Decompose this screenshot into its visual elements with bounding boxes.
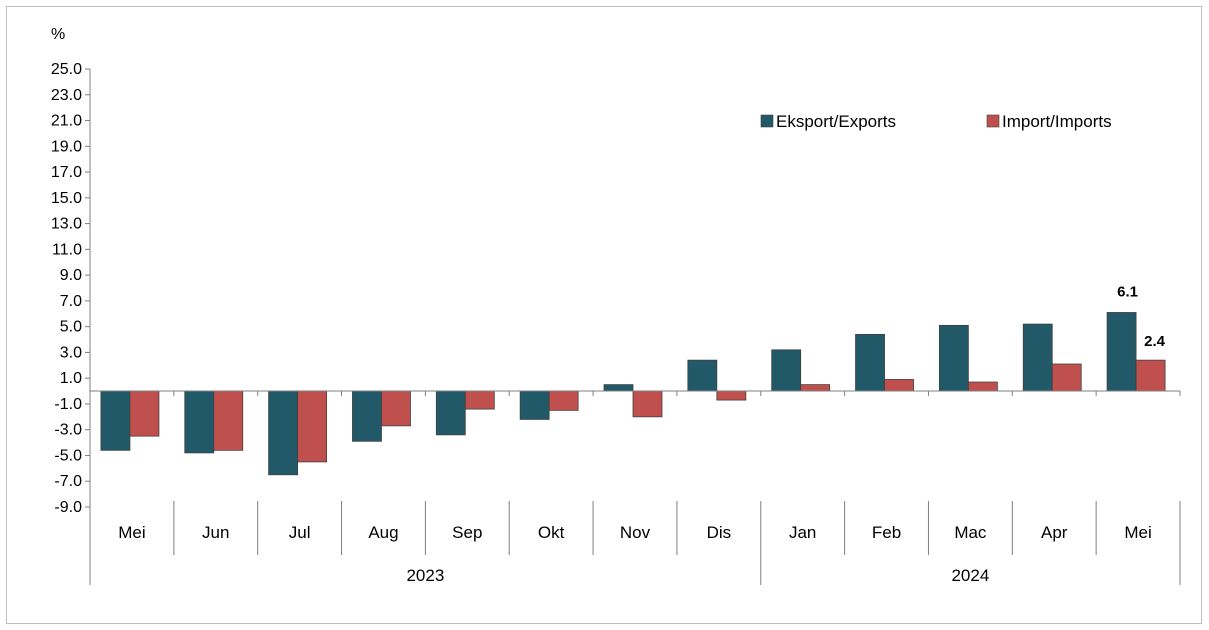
y-tick-label: 3.0: [60, 344, 82, 361]
bar-export: [603, 384, 634, 392]
x-category-label: Jul: [289, 523, 311, 542]
legend: Eksport/Exports Import/Imports: [760, 112, 1112, 131]
x-group-label: 2023: [406, 566, 444, 585]
bar-import: [548, 390, 579, 411]
bar-export: [771, 349, 802, 392]
x-category-label: Okt: [538, 523, 565, 542]
bar-import: [967, 381, 998, 392]
bar-export: [1106, 312, 1137, 392]
y-tick-label: -1.0: [54, 396, 82, 413]
y-tick-label: -3.0: [54, 422, 82, 439]
y-tick-label: 19.0: [51, 138, 82, 155]
y-axis-label: %: [51, 26, 65, 43]
y-tick-label: 21.0: [51, 113, 82, 130]
legend-swatch: [760, 114, 774, 128]
y-tick-label: 17.0: [51, 164, 82, 181]
x-category-label: Jun: [202, 523, 229, 542]
y-tick-label: 5.0: [60, 319, 82, 336]
y-tick-label: 7.0: [60, 293, 82, 310]
y-tick-label: 15.0: [51, 190, 82, 207]
x-category-label: Feb: [872, 523, 901, 542]
bar-export: [352, 390, 382, 442]
bar-import: [129, 390, 160, 437]
y-tick-label: 23.0: [51, 87, 82, 104]
y-tick-label: 11.0: [52, 241, 82, 258]
bar-export: [435, 390, 466, 436]
legend-swatch: [986, 114, 1000, 128]
bar-import: [716, 390, 747, 401]
x-category-label: Mei: [1124, 523, 1151, 542]
x-category-label: Apr: [1041, 523, 1068, 542]
data-label: 6.1: [1117, 283, 1138, 300]
y-tick-label: 9.0: [60, 267, 82, 284]
bar-export: [100, 390, 131, 451]
bar-import: [297, 390, 328, 463]
bar-export: [519, 390, 550, 420]
bar-import: [1135, 359, 1166, 392]
x-category-label: Mei: [118, 523, 145, 542]
y-tick-label: -9.0: [54, 499, 82, 516]
bar-import: [213, 390, 244, 451]
x-category-label: Nov: [620, 523, 651, 542]
y-tick-label: 25.0: [51, 61, 82, 78]
bar-import: [464, 390, 495, 410]
bar-import: [632, 390, 663, 418]
bar-export: [184, 390, 215, 454]
x-axis: Mei Jun Jul Aug Sep Okt Nov Dis Jan Feb Mac Apr Mei 2…: [89, 390, 1181, 585]
bar-export: [855, 333, 885, 392]
data-labels: 6.1 2.4: [1117, 283, 1166, 350]
y-tick-label: -5.0: [54, 447, 82, 464]
bar-export: [1022, 323, 1053, 392]
bar-import: [381, 390, 411, 427]
x-category-label: Mac: [954, 523, 987, 542]
x-group-label: 2024: [951, 566, 989, 585]
y-tick-label: 13.0: [51, 216, 82, 233]
legend-label: Import/Imports: [1002, 112, 1112, 131]
bar-import: [800, 384, 831, 392]
bar-export: [938, 324, 969, 392]
x-category-label: Jan: [789, 523, 816, 542]
bar-import: [1051, 363, 1082, 392]
bar-import: [884, 379, 914, 392]
chart-frame: [6, 6, 1202, 624]
data-label: 2.4: [1144, 333, 1166, 350]
x-category-label: Sep: [452, 523, 482, 542]
y-tick-label: 1.0: [60, 370, 82, 387]
x-category-label: Aug: [368, 523, 398, 542]
bar-export: [268, 390, 299, 476]
bar-export: [687, 359, 718, 392]
bars: [100, 312, 1166, 476]
x-category-label: Dis: [707, 523, 732, 542]
legend-label: Eksport/Exports: [776, 112, 896, 131]
y-axis: 25.0 23.0 21.0 19.0 17.0 15.0 13.0 11.0 9.0 7.0 5.…: [51, 61, 91, 516]
y-tick-label: -7.0: [54, 473, 82, 490]
